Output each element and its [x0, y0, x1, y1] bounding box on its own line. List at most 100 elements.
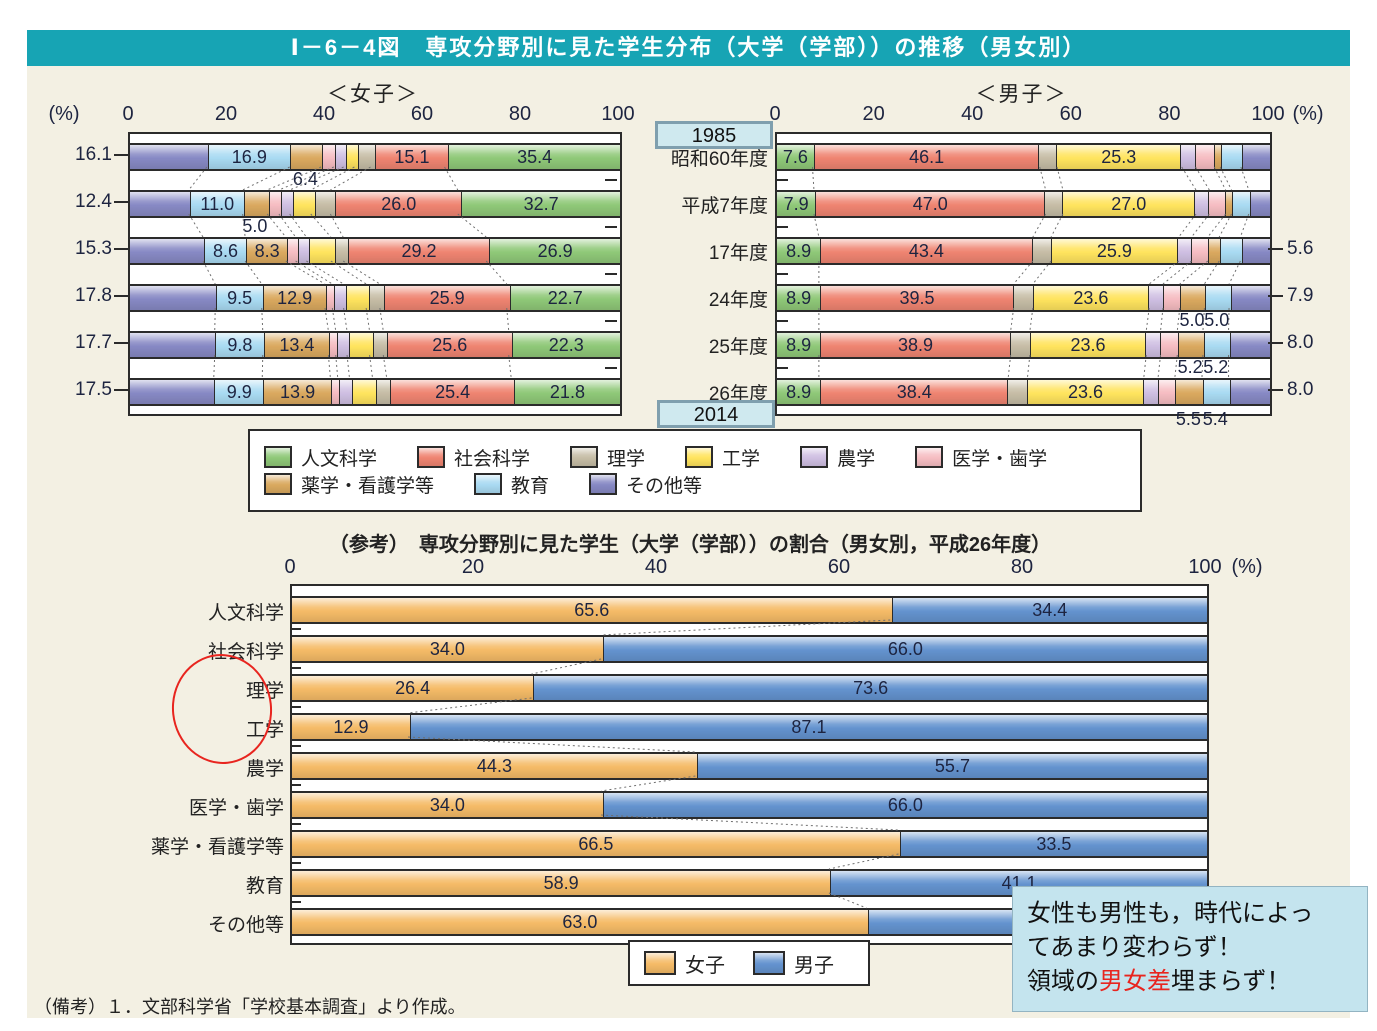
value-label-pharmacy-nursing: 8.3	[254, 240, 280, 261]
segment-science	[357, 145, 375, 169]
value-label-engineering: 27.0	[1111, 193, 1147, 214]
value-label-humanities: 22.7	[547, 287, 583, 308]
value-label-humanities: 32.7	[523, 193, 559, 214]
value-label-social-sciences: 25.4	[435, 381, 471, 402]
segment-medicine-dentistry	[1190, 239, 1208, 263]
segment-humanities: 8.9	[777, 286, 821, 310]
segment-female: 65.6	[292, 598, 892, 622]
segment-female: 34.0	[292, 793, 603, 817]
value-label-social-sciences: 25.6	[432, 334, 468, 355]
legend-label: 薬学・看護学等	[301, 475, 435, 497]
segment-agriculture	[337, 333, 350, 357]
male-outside-value-label: 8.0	[1287, 379, 1314, 400]
segment-pharmacy-nursing	[243, 192, 269, 216]
segment-pharmacy-nursing	[290, 145, 322, 169]
male-leader-dash	[1268, 342, 1283, 344]
segment-others	[1230, 333, 1270, 357]
segment-medicine-dentistry	[331, 380, 340, 404]
female-outside-value-label: 17.7	[75, 332, 112, 353]
male-callout-value-label: 5.0	[1204, 310, 1230, 330]
legend-label: 工学	[722, 448, 761, 470]
segment-medicine-dentistry	[321, 145, 336, 169]
male-outside-value-label: 8.0	[1287, 332, 1314, 353]
segment-medicine-dentistry	[268, 192, 282, 216]
value-label-humanities: 8.9	[786, 334, 812, 355]
reference-bar-humanities: 65.6 34.4	[290, 596, 1209, 624]
segment-male: 87.1	[409, 715, 1207, 739]
female-axis-tick-label: 20	[214, 103, 238, 125]
annotation-line-3-prefix: 領域の	[1027, 968, 1099, 996]
reference-axis-tick-label: 60	[827, 556, 851, 578]
segment-others	[1242, 145, 1270, 169]
year-row-label: 26年度	[708, 384, 768, 405]
value-label: 66.5	[578, 833, 614, 854]
female-axis-tick-label: 40	[312, 103, 336, 125]
segment-pharmacy-nursing	[1225, 192, 1233, 216]
category-label-pharmacy-nursing: 薬学・看護学等	[150, 837, 284, 858]
segment-pharmacy-nursing	[1177, 333, 1204, 357]
segment-pharmacy-nursing	[1207, 239, 1220, 263]
male-outside-value-label: 5.6	[1287, 238, 1314, 259]
legend-swatch-others	[589, 473, 618, 495]
segment-science	[1012, 286, 1033, 310]
segment-science	[1038, 145, 1057, 169]
legend-swatch-social-sciences	[417, 446, 446, 468]
female-gap-tick	[605, 319, 617, 322]
annotation-line-3: 領域の男女差埋まらず！	[1027, 965, 1353, 999]
segment-male: 34.4	[891, 598, 1207, 622]
reference-bar-agriculture: 44.3 55.7	[290, 752, 1209, 780]
female-outside-value-label: 15.3	[75, 238, 112, 259]
female-outside-value-label: 17.5	[75, 379, 112, 400]
segment-pharmacy-nursing	[1214, 145, 1221, 169]
segment-engineering: 27.0	[1062, 192, 1195, 216]
segment-education	[1232, 192, 1251, 216]
annotation-line-1: 女性も男性も，時代によっ	[1027, 900, 1314, 927]
segment-science	[369, 286, 384, 310]
segment-others	[1250, 192, 1270, 216]
legend-swatch-pharmacy-nursing	[264, 473, 292, 495]
year-row-label: 17年度	[708, 243, 768, 264]
segment-engineering	[309, 239, 335, 263]
legend-item-science: 理学	[570, 444, 645, 471]
field-legend-row: 薬学・看護学等 教育 その他等	[250, 471, 1140, 498]
value-label: 12.9	[333, 716, 369, 737]
segment-social-sciences: 26.0	[335, 192, 462, 216]
reference-axis-tick-label: 0	[284, 556, 296, 578]
segment-education	[1220, 239, 1242, 263]
segment-agriculture	[1148, 286, 1163, 310]
legend-item-pharmacy-nursing: 薬学・看護学等	[264, 471, 434, 498]
value-label-education: 11.0	[200, 193, 235, 214]
value-label-social-sciences: 39.5	[899, 287, 935, 308]
legend-item-humanities: 人文科学	[264, 444, 377, 471]
segment-humanities: 8.9	[777, 239, 821, 263]
category-label-engineering: 工学	[245, 720, 284, 741]
male-axis-tick-label: 60	[1059, 103, 1082, 125]
value-label-education: 9.9	[226, 381, 252, 402]
year-row-label: 昭和60年度	[670, 149, 768, 170]
segment-engineering	[293, 192, 315, 216]
value-label-social-sciences: 15.1	[394, 146, 430, 167]
segment-pharmacy-nursing: 12.9	[262, 286, 326, 310]
segment-education	[1203, 333, 1231, 357]
segment-humanities: 21.8	[513, 380, 620, 404]
segment-science	[1031, 239, 1051, 263]
male-gap-tick	[776, 178, 788, 181]
segment-social-sciences: 29.2	[347, 239, 490, 263]
male-axis-unit-label: (%)	[1292, 103, 1324, 125]
reference-bar-science: 26.4 73.6	[290, 674, 1209, 702]
female-stacked-bar: 8.6 8.3 29.2 26.9	[128, 237, 622, 265]
segment-agriculture	[297, 239, 310, 263]
reference-gap-tick	[291, 744, 301, 747]
female-chart-header: ＜女子＞	[327, 83, 419, 106]
segment-humanities: 7.9	[777, 192, 816, 216]
field-legend: 人文科学 社会科学 理学 工学 農学 医学・歯学 薬学・看護学等 教育 その他等	[248, 429, 1142, 512]
female-callout-value-label: 6.4	[292, 169, 318, 189]
male-stacked-bar: 8.9 38.4 23.6	[775, 378, 1272, 406]
segment-science	[334, 239, 348, 263]
female-plot-area	[128, 132, 622, 416]
segment-social-sciences: 38.9	[820, 333, 1010, 357]
female-leader-dash	[114, 295, 129, 297]
category-label-agriculture: 農学	[245, 759, 284, 780]
female-leader-dash	[114, 201, 129, 203]
segment-engineering: 25.9	[1050, 239, 1178, 263]
